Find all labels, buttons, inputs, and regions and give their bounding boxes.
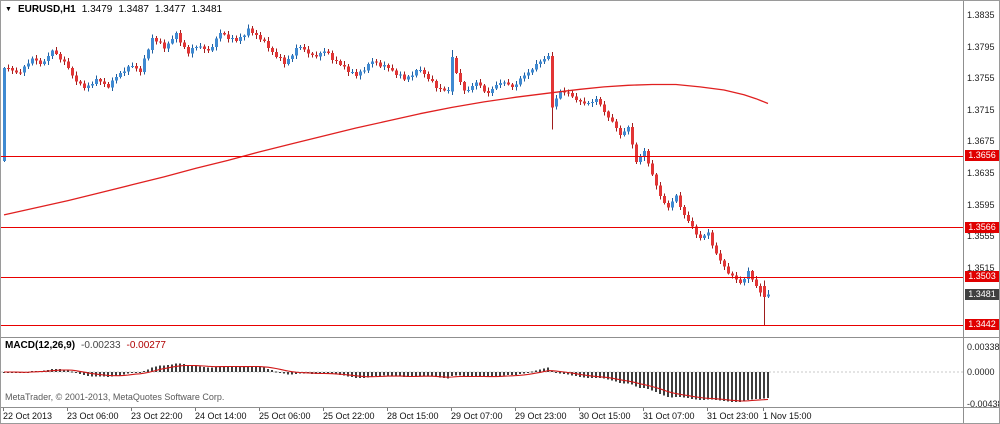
time-tick-mark	[763, 408, 764, 411]
time-axis[interactable]: 22 Oct 2013 23 Oct 06:00 23 Oct 22:00 24 Oc…	[1, 408, 963, 423]
price-tick-label: 1.3515	[967, 262, 995, 273]
time-tick-mark	[131, 408, 132, 411]
level-lines-group[interactable]	[1, 155, 963, 326]
price-tick-label: 1.3755	[967, 73, 995, 84]
macd-signal-line	[4, 364, 769, 402]
indicator-info-bar: MACD(12,26,9) -0.00233 -0.00277	[5, 340, 166, 351]
time-tick-label: 23 Oct 06:00	[67, 411, 119, 421]
time-tick-mark	[387, 408, 388, 411]
level-price-label: 1.3656	[965, 150, 999, 162]
macd-tick-label: 0.00338	[967, 341, 1000, 352]
price-tick-label: 1.3595	[967, 199, 995, 210]
macd-main-value: -0.00233	[81, 340, 121, 351]
copyright-text: MetaTrader, © 2001-2013, MetaQuotes Soft…	[5, 392, 225, 402]
time-tick-mark	[3, 408, 4, 411]
time-tick-label: 31 Oct 23:00	[707, 411, 759, 421]
time-tick-mark	[195, 408, 196, 411]
price-tick-label: 1.3675	[967, 136, 995, 147]
ohlc-close-value: 1.3481	[191, 4, 223, 15]
time-tick-label: 30 Oct 15:00	[579, 411, 631, 421]
time-tick-mark	[707, 408, 708, 411]
time-tick-mark	[451, 408, 452, 411]
price-tick-label: 1.3715	[967, 104, 995, 115]
time-tick-mark	[323, 408, 324, 411]
time-tick-label: 1 Nov 15:00	[763, 411, 812, 421]
macd-tick-label: -0.00438	[967, 399, 1000, 410]
time-tick-mark	[643, 408, 644, 411]
level-price-label: 1.3503	[965, 271, 999, 283]
ohlc-open-value: 1.3479	[81, 4, 113, 15]
price-tick-label: 1.3635	[967, 168, 995, 178]
symbol-timeframe-label: EURUSD,H1	[17, 4, 76, 15]
level-price-label: 1.3442	[965, 319, 999, 331]
time-tick-label: 23 Oct 22:00	[131, 411, 183, 421]
time-tick-mark	[515, 408, 516, 411]
time-tick-label: 25 Oct 22:00	[323, 411, 375, 421]
moving-average-line	[3, 83, 769, 216]
time-tick-label: 31 Oct 07:00	[643, 411, 695, 421]
time-tick-mark	[259, 408, 260, 411]
price-tick-label: 1.3555	[967, 231, 995, 242]
time-tick-label: 29 Oct 23:00	[515, 411, 567, 421]
pane-separator[interactable]	[1, 337, 999, 338]
indicator-name-label: MACD(12,26,9)	[5, 340, 76, 351]
level-price-label: 1.3566	[965, 221, 999, 233]
time-tick-label: 22 Oct 2013	[3, 411, 53, 421]
symbol-dropdown-icon[interactable]: ▼	[5, 6, 12, 13]
candles-group	[3, 24, 770, 326]
macd-signal-value: -0.00277	[126, 340, 166, 351]
price-tick-label: 1.3835	[967, 10, 995, 20]
time-tick-label: 24 Oct 14:00	[195, 411, 247, 421]
time-tick-mark	[579, 408, 580, 411]
time-tick-label: 28 Oct 15:00	[387, 411, 439, 421]
current-price-label: 1.3481	[965, 288, 999, 300]
time-tick-label: 29 Oct 07:00	[451, 411, 503, 421]
ohlc-high-value: 1.3487	[118, 4, 149, 15]
price-chart-pane[interactable]	[1, 1, 963, 337]
price-axis-separator	[963, 1, 964, 423]
time-tick-mark	[67, 408, 68, 411]
time-tick-label: 25 Oct 06:00	[259, 411, 311, 421]
price-tick-label: 1.3795	[967, 41, 995, 52]
price-axis[interactable]: 1.3835 1.3795 1.3755 1.3715 1.3675 1.3635 1.35…	[964, 1, 1000, 423]
ohlc-low-value: 1.3477	[154, 4, 186, 15]
symbol-info-bar: ▼ EURUSD,H1 1.3479 1.3487 1.3477 1.3481	[5, 4, 222, 15]
macd-indicator-pane[interactable]	[1, 338, 963, 407]
time-axis-separator	[1, 407, 999, 408]
macd-tick-label: 0.0000	[967, 367, 995, 377]
